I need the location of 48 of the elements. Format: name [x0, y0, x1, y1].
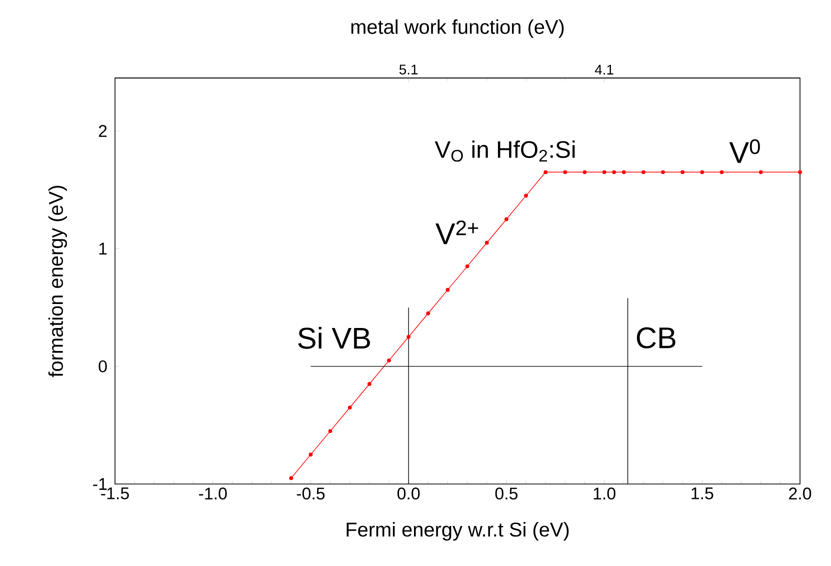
x2-tick-label: 5.1: [399, 64, 418, 74]
point: [641, 170, 646, 174]
annotation: V$^{0}$: [729, 139, 760, 163]
x-axis-title: Fermi energy w.r.t Si (eV): [346, 522, 569, 541]
point: [308, 452, 313, 457]
point: [328, 429, 332, 433]
y-tick-label: 2: [98, 125, 107, 137]
point: [798, 170, 802, 174]
point: [406, 334, 411, 339]
x-tick-label: 0.0: [397, 488, 420, 500]
point: [484, 240, 489, 245]
x-tick-label: -1.5: [101, 488, 129, 500]
y-tick-label: -1: [93, 478, 107, 490]
point: [582, 170, 587, 174]
point: [563, 170, 568, 174]
annotation: V$^{2+}$: [435, 220, 478, 244]
annotation: CB: [636, 327, 676, 348]
x2-axis-title: metal work function (eV): [351, 19, 564, 38]
point: [544, 170, 548, 174]
point: [700, 170, 704, 174]
point: [367, 382, 372, 386]
point: [504, 217, 508, 222]
x-tick-label: -1.0: [199, 488, 227, 500]
y-tick-label: 0: [98, 360, 107, 372]
point: [387, 358, 391, 362]
point: [720, 170, 724, 174]
point: [426, 311, 430, 316]
annotation: V$_{O}$ in HfO$_{2}$:Si: [434, 140, 575, 162]
point: [612, 170, 616, 174]
point: [289, 476, 294, 480]
point: [348, 406, 352, 410]
y-tick-label: 1: [99, 242, 107, 254]
x-tick-label: -0.5: [296, 488, 325, 500]
x-tick-label: 1.5: [692, 488, 714, 500]
x-tick-label: 2.0: [789, 488, 812, 500]
point: [446, 288, 450, 292]
annotation: Si VB: [298, 326, 370, 349]
x-tick-label: 0.5: [495, 488, 518, 500]
x-tick-label: 1.0: [594, 488, 616, 500]
point: [758, 170, 763, 174]
point: [680, 170, 685, 174]
x2-tick-label: 4.1: [594, 64, 614, 74]
point: [622, 170, 626, 174]
point: [661, 170, 665, 174]
y-axis-title: formation energy (eV): [48, 186, 67, 378]
point: [524, 194, 528, 198]
point: [465, 264, 470, 268]
point: [602, 170, 606, 174]
